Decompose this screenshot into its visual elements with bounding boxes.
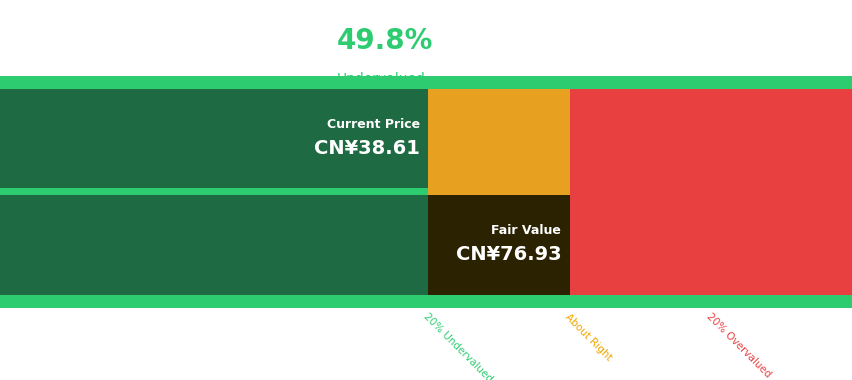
Bar — [428, 195, 569, 295]
Text: Fair Value: Fair Value — [491, 224, 561, 237]
Text: Current Price: Current Price — [326, 118, 419, 131]
Text: Undervalued: Undervalued — [337, 72, 425, 86]
Bar — [0, 76, 852, 89]
Bar — [0, 295, 852, 308]
Bar — [0, 89, 428, 188]
Text: CN¥38.61: CN¥38.61 — [314, 139, 419, 158]
Bar — [0, 76, 428, 308]
Text: 20% Undervalued: 20% Undervalued — [421, 312, 493, 380]
Text: 49.8%: 49.8% — [337, 27, 433, 55]
Bar — [569, 76, 852, 308]
Bar — [0, 195, 569, 295]
Text: About Right: About Right — [562, 312, 613, 362]
Text: 20% Overvalued: 20% Overvalued — [704, 312, 772, 380]
Bar — [428, 76, 569, 308]
Text: CN¥76.93: CN¥76.93 — [455, 245, 561, 264]
